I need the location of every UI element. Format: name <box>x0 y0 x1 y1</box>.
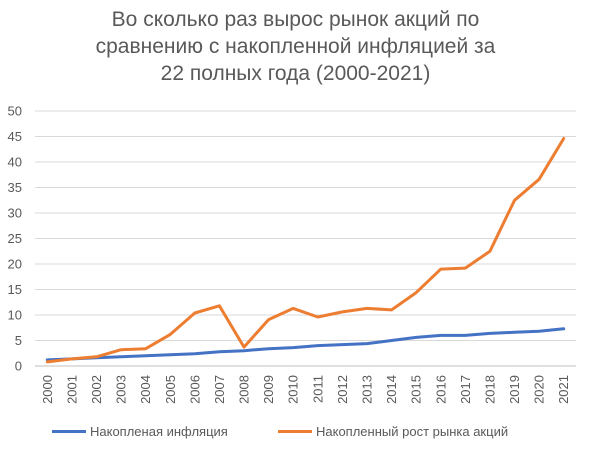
y-tick-label: 15 <box>8 282 22 297</box>
x-tick-label: 2014 <box>384 375 399 404</box>
gridlines <box>35 110 576 367</box>
x-tick-label: 2019 <box>507 375 522 404</box>
y-tick-label: 10 <box>8 308 22 323</box>
series-line-1 <box>45 137 566 364</box>
y-tick-label: 50 <box>8 104 22 119</box>
x-tick-label: 2020 <box>532 375 547 404</box>
legend-label-inflation: Накопленая инфляция <box>90 424 228 439</box>
x-tick-label: 2004 <box>138 375 153 404</box>
x-tick-label: 2005 <box>163 375 178 404</box>
chart-legend: Накопленая инфляция Накопленный рост рын… <box>0 424 591 444</box>
chart-title-line-1: Во сколько раз вырос рынок акций по <box>111 8 480 31</box>
x-tick-label: 2000 <box>40 375 55 404</box>
chart-title-line-3: 22 полных года (2000-2021) <box>160 62 431 85</box>
x-axis-ticks: 2000 2001 2002 2003 2004 2005 2006 2007 2008 2009… <box>40 375 571 404</box>
x-tick-label: 2001 <box>64 375 79 404</box>
legend-item-stock-market: Накопленный рост рынка акций <box>278 424 508 439</box>
x-tick-label: 2002 <box>89 375 104 404</box>
y-tick-label: 20 <box>8 257 22 272</box>
x-tick-label: 2006 <box>187 375 202 404</box>
legend-item-inflation: Накопленая инфляция <box>52 424 228 439</box>
series-line-0 <box>45 327 566 362</box>
x-tick-label: 2007 <box>212 375 227 404</box>
chart-title: Во сколько раз вырос рынок акций по срав… <box>0 6 591 87</box>
y-tick-label: 45 <box>8 129 22 144</box>
y-tick-label: 5 <box>15 333 22 348</box>
x-tick-label: 2011 <box>310 375 325 403</box>
x-tick-label: 2017 <box>458 375 473 404</box>
y-axis-ticks: 0 5 10 15 20 25 30 35 40 45 50 <box>8 104 22 374</box>
legend-label-stock-market: Накопленный рост рынка акций <box>316 424 509 439</box>
x-tick-label: 2008 <box>237 375 252 404</box>
chart-title-line-2: сравнению с накопленной инфляцией за <box>95 35 496 58</box>
x-tick-label: 2015 <box>409 375 424 404</box>
legend-swatch-inflation <box>52 430 86 433</box>
x-tick-label: 2009 <box>261 375 276 404</box>
x-tick-label: 2010 <box>286 375 301 404</box>
x-tick-label: 2003 <box>114 375 129 404</box>
x-tick-label: 2013 <box>359 375 374 404</box>
x-tick-label: 2016 <box>433 375 448 404</box>
y-tick-label: 25 <box>8 231 22 246</box>
x-tick-label: 2012 <box>335 375 350 404</box>
y-tick-label: 30 <box>8 206 22 221</box>
y-tick-label: 40 <box>8 155 22 170</box>
y-tick-label: 35 <box>8 180 22 195</box>
x-tick-label: 2021 <box>556 375 571 404</box>
x-tick-label: 2018 <box>482 375 497 404</box>
legend-swatch-stock-market <box>278 430 312 433</box>
y-tick-label: 0 <box>15 359 22 374</box>
series-lines <box>45 137 566 364</box>
